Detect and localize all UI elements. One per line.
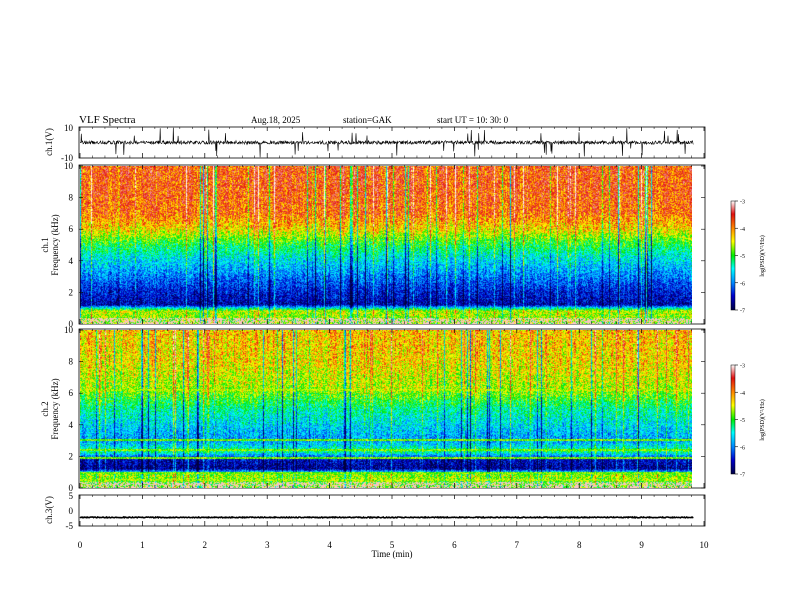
spectrogram-ytick-label: 2 — [69, 451, 74, 461]
ch1-ylabel-line2: Frequency (kHz) — [50, 214, 60, 275]
time-tick-label: 0 — [78, 540, 83, 550]
time-tick-label: 9 — [639, 540, 644, 550]
ch3-ytick-mid: 0 — [69, 506, 74, 516]
spectrogram-ytick-label: 10 — [64, 161, 74, 171]
time-tick-label: 8 — [577, 540, 582, 550]
ch3-waveform-trace — [79, 515, 694, 520]
ch1-colorbar-bar — [730, 200, 736, 311]
ch3-ytick-top: 5 — [69, 491, 74, 501]
colorbar-tick-label: -3 — [740, 200, 745, 206]
ch1-waveform-panel: 10 -10 ch.1(V) — [44, 123, 706, 163]
colorbar-tick-label: -7 — [740, 309, 745, 315]
ch3-waveform-ylabel: ch.3(V) — [44, 496, 54, 524]
station-label: station=GAK — [343, 115, 392, 125]
colorbar-tick-label: -6 — [740, 281, 745, 287]
colorbar-tick-label: -6 — [740, 445, 745, 451]
colorbar-tick-label: -4 — [740, 227, 745, 233]
time-tick-label: 10 — [700, 540, 710, 550]
spectrogram-ytick-label: 0 — [69, 483, 74, 493]
ch2-colorbar: -3 -4 -5 -6 -7 log(PSD)(V²/Hz) — [730, 364, 766, 479]
spectrogram-ytick-label: 4 — [69, 420, 74, 430]
ch2-colorbar-bar — [730, 364, 736, 475]
ch1-waveform-trace — [79, 127, 694, 158]
ch1-spectrogram-ylabel: ch.1 Frequency (kHz) — [40, 214, 60, 275]
time-tick-label: 3 — [265, 540, 270, 550]
time-axis: 0 1 2 3 4 5 6 7 8 9 10 — [78, 540, 709, 550]
ch1-spectrogram-panel: 0 2 4 6 8 10 ch.1 Frequency (kHz) -3 -4 -5 -6 -7 … — [40, 161, 766, 329]
panel-time-ticks — [79, 127, 705, 526]
ch2-spectrogram-panel: 0 2 4 6 8 10 ch.2 Frequency (kHz) -3 -4 -5 -6 -7 … — [40, 325, 766, 493]
colorbar-tick-label: -5 — [740, 254, 745, 260]
ch1-ylabel-line1: ch.1 — [40, 237, 50, 252]
spectrogram-ytick-label: 0 — [69, 319, 74, 329]
ch1-spectrogram-yticks: 0 2 4 6 8 10 — [64, 161, 705, 329]
ch2-spectrogram-ylabel: ch.2 Frequency (kHz) — [40, 378, 60, 439]
colorbar-tick-label: -7 — [740, 473, 745, 479]
spectrogram-ytick-label: 6 — [69, 388, 74, 398]
spectrogram-ytick-label: 2 — [69, 287, 74, 297]
time-tick-label: 6 — [452, 540, 457, 550]
spectrogram-ytick-label: 8 — [69, 357, 74, 367]
ch1-waveform-ylabel: ch.1(V) — [44, 128, 54, 156]
time-tick-label: 7 — [515, 540, 520, 550]
time-tick-label: 5 — [390, 540, 395, 550]
ch1-colorbar: -3 -4 -5 -6 -7 log(PSD)(V²/Hz) — [730, 200, 766, 315]
spectrogram-ytick-label: 8 — [69, 193, 74, 203]
ch3-waveform-panel: 5 0 -5 ch.3(V) — [44, 491, 706, 531]
ch2-colorbar-ticks: -3 -4 -5 -6 -7 — [735, 364, 745, 479]
ch2-spectrogram-image — [80, 330, 692, 488]
ch1-ytick-top: 10 — [64, 123, 74, 133]
ch1-ytick-bottom: -10 — [61, 153, 73, 163]
figure-title: VLF Spectra — [79, 114, 136, 126]
time-tick-label: 1 — [140, 540, 145, 550]
spectrogram-ytick-label: 6 — [69, 224, 74, 234]
ch1-colorbar-label: log(PSD)(V²/Hz) — [759, 235, 766, 276]
colorbar-tick-label: -3 — [740, 364, 745, 370]
ch2-colorbar-label: log(PSD)(V²/Hz) — [759, 399, 766, 440]
colorbar-tick-label: -4 — [740, 391, 745, 397]
time-tick-label: 2 — [203, 540, 208, 550]
ch2-ylabel-line1: ch.2 — [40, 401, 50, 416]
spectrogram-ytick-label: 10 — [64, 325, 74, 335]
time-axis-label: Time (min) — [372, 549, 413, 559]
ch1-colorbar-ticks: -3 -4 -5 -6 -7 — [735, 200, 745, 315]
start-time-label: start UT = 10: 30: 0 — [437, 115, 509, 125]
spectrogram-ytick-label: 4 — [69, 256, 74, 266]
colorbar-tick-label: -5 — [740, 418, 745, 424]
ch1-spectrogram-image — [80, 166, 692, 324]
date-label: Aug.18, 2025 — [251, 115, 301, 125]
ch2-ylabel-line2: Frequency (kHz) — [50, 378, 60, 439]
time-tick-label: 4 — [327, 540, 332, 550]
ch3-ytick-bottom: -5 — [66, 521, 74, 531]
